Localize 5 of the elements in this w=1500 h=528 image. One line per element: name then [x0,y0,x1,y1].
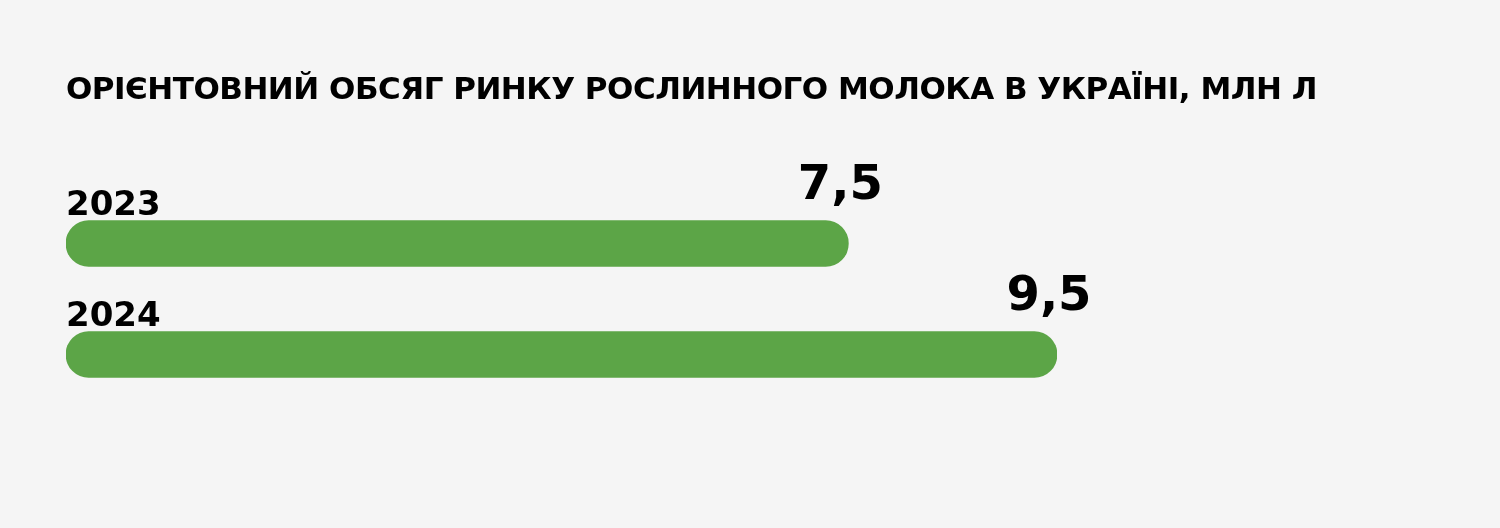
y-tick-label: 2023 [66,182,161,223]
data-label: 9,5 [1006,264,1092,321]
y-tick-label: 2024 [66,293,161,334]
chart-title: ОРІЄНТОВНИЙ ОБСЯГ РИНКУ РОСЛИННОГО МОЛОКА В УКРАЇНІ, МЛН Л [66,70,1317,106]
data-label: 7,5 [797,153,883,210]
